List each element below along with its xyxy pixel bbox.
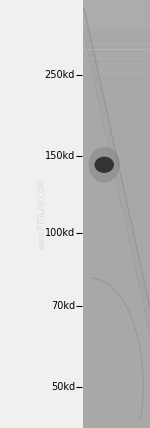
Text: 100kd: 100kd [45, 228, 75, 238]
Bar [83, 0, 150, 428]
Text: 50kd: 50kd [51, 382, 75, 392]
Text: www.PTGLAB.COM: www.PTGLAB.COM [38, 179, 46, 249]
Text: 150kd: 150kd [45, 151, 75, 161]
Text: 70kd: 70kd [51, 301, 75, 311]
Bar [83, 0, 150, 30]
Ellipse shape [94, 157, 114, 173]
Text: 250kd: 250kd [45, 70, 75, 80]
Ellipse shape [89, 147, 120, 183]
